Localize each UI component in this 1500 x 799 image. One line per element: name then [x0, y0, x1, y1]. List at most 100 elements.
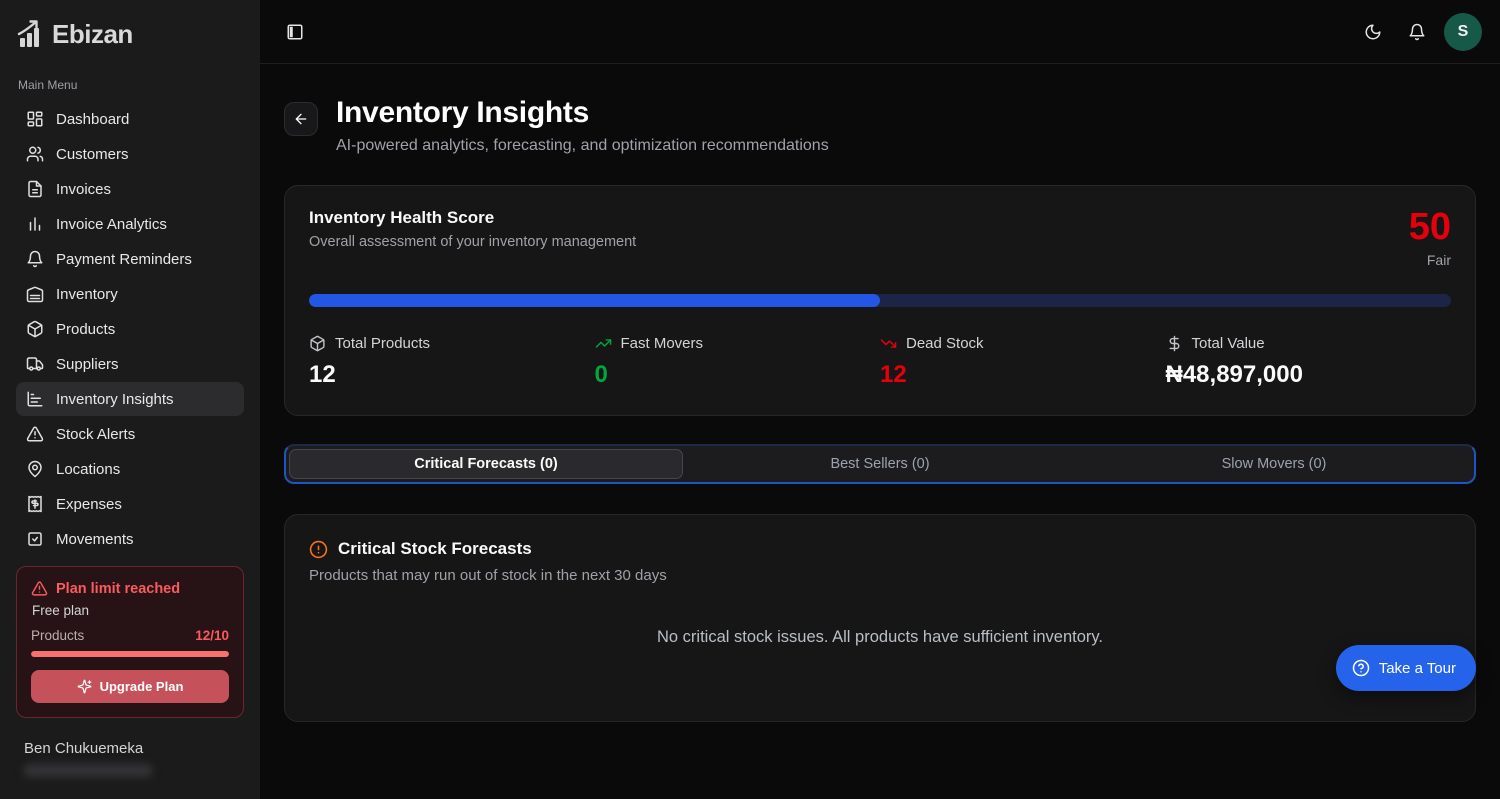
sidebar-menu: Dashboard Customers Invoices Invoice Ana…	[16, 102, 244, 556]
brand-name: Ebizan	[52, 18, 133, 49]
sidebar-item-label: Stock Alerts	[56, 425, 136, 443]
alert-triangle-icon	[31, 581, 48, 596]
sidebar-item-label: Locations	[56, 460, 121, 478]
forecast-card-header: Critical Stock Forecasts	[309, 539, 1451, 559]
receipt-icon	[28, 495, 42, 513]
health-score-progressbar	[309, 294, 1451, 307]
plan-usage-progressbar	[31, 651, 229, 657]
brand-logo[interactable]: Ebizan	[16, 14, 244, 64]
sidebar-item-stock-alerts[interactable]: Stock Alerts	[16, 417, 244, 451]
package-icon	[310, 335, 325, 352]
theme-toggle-button[interactable]	[1356, 15, 1390, 49]
health-score-value: 50	[1408, 206, 1451, 248]
truck-icon	[26, 357, 44, 371]
alert-triangle-icon	[26, 426, 44, 442]
user-name: Ben Chukuemeka	[24, 740, 144, 757]
take-a-tour-label: Take a Tour	[1378, 659, 1456, 677]
forecast-tabs: Critical Forecasts (0) Best Sellers (0) …	[284, 444, 1476, 484]
moon-icon	[1365, 24, 1381, 39]
sidebar-user-info[interactable]: Ben Chukuemeka	[16, 740, 244, 777]
alert-circle-icon	[309, 540, 328, 558]
tab-slow-movers[interactable]: Slow Movers (0)	[1077, 449, 1471, 479]
health-score-rating: Fair	[1426, 252, 1451, 268]
upgrade-plan-button[interactable]: Upgrade Plan	[31, 670, 229, 703]
notifications-button[interactable]	[1400, 15, 1434, 49]
sidebar-item-payment-reminders[interactable]: Payment Reminders	[16, 242, 244, 276]
health-stats-row: Total Products 12 Fast Movers 0	[309, 335, 1451, 389]
sidebar-item-label: Inventory Insights	[56, 390, 174, 408]
sidebar-item-label: Movements	[56, 530, 134, 548]
stat-value: ₦48,897,000	[1165, 361, 1303, 388]
stat-dead-stock: Dead Stock 12	[880, 335, 1166, 389]
sidebar-item-label: Invoices	[56, 180, 112, 198]
forecast-card-title: Critical Stock Forecasts	[338, 539, 532, 558]
take-a-tour-button[interactable]: Take a Tour	[1335, 645, 1476, 691]
stat-value: 12	[309, 361, 336, 388]
topbar: S	[260, 0, 1500, 64]
back-button[interactable]	[284, 102, 318, 136]
avatar[interactable]: S	[1444, 12, 1482, 51]
sidebar-item-label: Customers	[56, 145, 129, 163]
sidebar-item-locations[interactable]: Locations	[16, 452, 244, 486]
page-header-text: Inventory Insights AI-powered analytics,…	[336, 96, 829, 155]
page-content: Inventory Insights AI-powered analytics,…	[260, 64, 1500, 799]
trending-down-icon	[880, 339, 897, 348]
inventory-health-card: Inventory Health Score Overall assessmen…	[284, 185, 1476, 416]
avatar-initial: S	[1457, 22, 1469, 40]
sidebar: Ebizan Main Menu Dashboard Customers Inv…	[0, 0, 260, 799]
critical-forecasts-card: Critical Stock Forecasts Products that m…	[284, 514, 1476, 722]
health-card-header: Inventory Health Score Overall assessmen…	[309, 208, 1451, 268]
sidebar-item-movements[interactable]: Movements	[16, 522, 244, 556]
sidebar-item-label: Invoice Analytics	[56, 215, 167, 233]
health-card-title: Inventory Health Score	[309, 208, 495, 227]
map-pin-icon	[28, 460, 42, 478]
sidebar-item-products[interactable]: Products	[16, 312, 244, 346]
stat-value: 12	[880, 361, 907, 388]
bell-icon	[27, 250, 43, 268]
health-card-titles: Inventory Health Score Overall assessmen…	[309, 208, 636, 250]
dollar-icon	[1169, 335, 1179, 352]
dashboard-icon	[27, 111, 43, 127]
bell-icon	[1409, 23, 1425, 40]
invoice-icon	[28, 180, 42, 198]
stat-label-row: Total Products	[309, 335, 595, 352]
sidebar-item-inventory[interactable]: Inventory	[16, 277, 244, 311]
sidebar-item-invoices[interactable]: Invoices	[16, 172, 244, 206]
sidebar-item-dashboard[interactable]: Dashboard	[16, 102, 244, 136]
stat-label: Dead Stock	[906, 335, 984, 352]
sidebar-item-label: Dashboard	[56, 110, 130, 128]
sidebar-item-label: Suppliers	[56, 355, 119, 373]
plan-limit-card: Plan limit reached Free plan Products 12…	[16, 566, 244, 718]
plan-name: Free plan	[32, 603, 90, 618]
stat-label: Total Value	[1191, 335, 1265, 352]
sidebar-item-label: Payment Reminders	[56, 250, 192, 268]
trending-up-icon	[595, 339, 611, 348]
stat-fast-movers: Fast Movers 0	[595, 335, 881, 389]
question-circle-icon	[1352, 659, 1369, 677]
sidebar-item-inventory-insights[interactable]: Inventory Insights	[16, 382, 244, 416]
health-score-progress-fill	[309, 294, 880, 307]
stat-label: Fast Movers	[620, 335, 704, 352]
forecast-empty-message: No critical stock issues. All products h…	[657, 628, 1103, 646]
plan-usage-value: 12/10	[195, 628, 229, 643]
sidebar-item-label: Inventory	[56, 285, 118, 303]
sidebar-item-customers[interactable]: Customers	[16, 137, 244, 171]
arrow-left-icon	[295, 113, 307, 125]
sidebar-toggle-button[interactable]	[278, 15, 312, 49]
panel-left-icon	[287, 24, 303, 39]
sidebar-item-suppliers[interactable]: Suppliers	[16, 347, 244, 381]
sidebar-item-invoice-analytics[interactable]: Invoice Analytics	[16, 207, 244, 241]
page-title: Inventory Insights	[336, 96, 589, 129]
warehouse-icon	[26, 286, 44, 303]
sidebar-item-label: Expenses	[56, 495, 122, 513]
tab-best-sellers[interactable]: Best Sellers (0)	[683, 449, 1077, 479]
plan-limit-title: Plan limit reached	[56, 580, 181, 597]
tab-critical-forecasts[interactable]: Critical Forecasts (0)	[289, 449, 683, 479]
sidebar-item-expenses[interactable]: Expenses	[16, 487, 244, 521]
health-score-block: 50 Fair	[1409, 208, 1451, 268]
stat-total-products: Total Products 12	[309, 335, 595, 389]
plan-usage-progress-fill	[31, 651, 229, 657]
package-icon	[27, 320, 43, 338]
main-area: S Inventory Insights AI-powered analytic…	[260, 0, 1500, 799]
